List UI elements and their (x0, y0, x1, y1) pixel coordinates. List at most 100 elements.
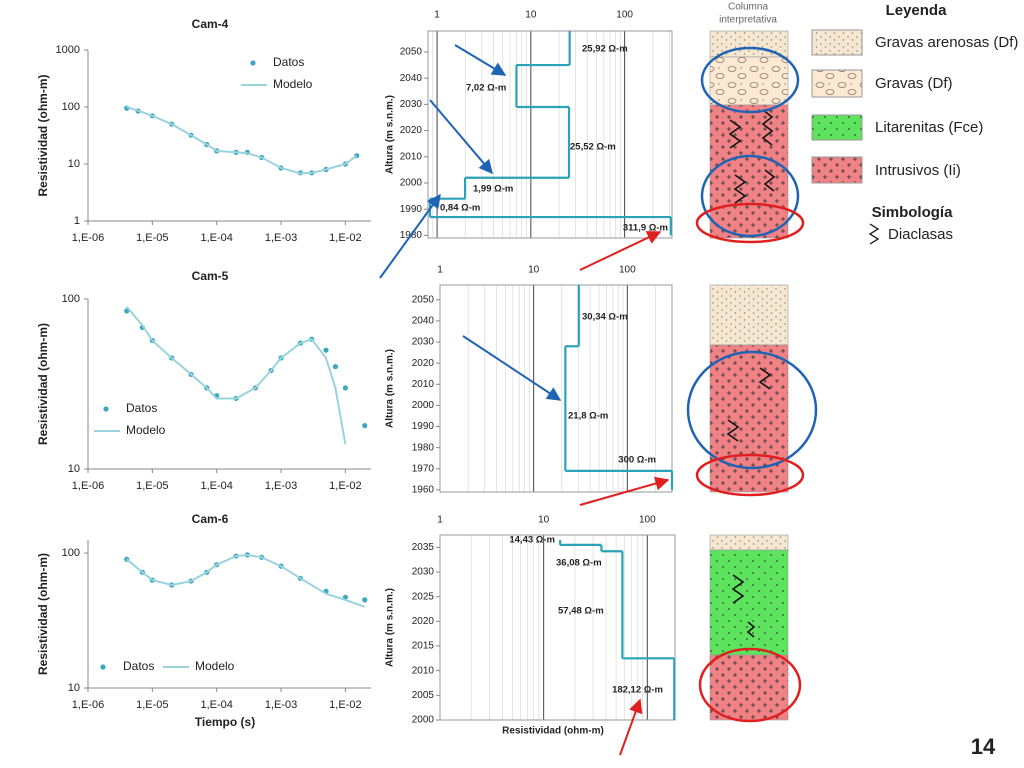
joint (726, 419, 740, 442)
legend-label: Datos (273, 55, 304, 69)
data-point (362, 597, 368, 603)
columns (709, 30, 789, 721)
ellipse (695, 202, 805, 244)
y-tick-label: 2050 (412, 294, 435, 305)
legend-label: Gravas (Df) (875, 75, 953, 92)
x-tick-label: 1,E-03 (265, 480, 297, 492)
y-tick-label: 2030 (400, 99, 423, 110)
highlights (686, 46, 818, 723)
legend-swatch (811, 114, 863, 141)
legend-title: Leyenda (886, 2, 948, 19)
joint (733, 174, 747, 204)
x-tick-label: 1,E-04 (200, 232, 232, 244)
y-tick-label: 100 (62, 547, 80, 559)
y-tick-label: 2040 (400, 73, 423, 84)
chart-title: Cam-4 (192, 17, 229, 31)
legend-swatch (811, 69, 863, 98)
value-label: 182,12 Ω-m (612, 685, 663, 696)
plot-frame (439, 284, 673, 493)
layer (709, 284, 789, 346)
page-number: 14 (971, 734, 996, 759)
data-point (342, 385, 348, 391)
arrow (619, 698, 643, 756)
legend-swatch (250, 60, 256, 66)
y-axis-label: Resistividad (ohm-m) (36, 74, 50, 196)
y-axis-label: Altura (m s.n.m.) (385, 349, 396, 428)
y-tick-label: 1960 (412, 485, 435, 496)
legend-label: Gravas arenosas (Df) (875, 34, 1018, 51)
column-title: Columna (728, 2, 768, 13)
value-label: 7,02 Ω-m (466, 83, 506, 94)
legend-label: Datos (123, 659, 154, 673)
data-point (332, 364, 339, 370)
joint (746, 621, 756, 638)
legend-label: Modelo (273, 77, 313, 91)
arrow (454, 44, 507, 76)
y-tick-label: 2000 (412, 715, 435, 726)
x-tick-label: 10 (528, 265, 540, 276)
value-label: 25,92 Ω-m (582, 44, 628, 55)
column-title: interpretativa (719, 15, 777, 26)
x-tick-label: 100 (639, 515, 656, 526)
value-label: 0,84 Ω-m (440, 203, 480, 214)
y-tick-label: 1990 (400, 204, 423, 215)
symbol-title: Simbología (872, 204, 953, 221)
y-tick-label: 2000 (412, 400, 435, 411)
value-label: 30,34 Ω-m (582, 312, 628, 323)
model-line (126, 106, 358, 175)
ellipse (700, 46, 800, 114)
value-label: 25,52 Ω-m (570, 142, 616, 153)
ellipse (698, 647, 802, 723)
arrow (379, 193, 441, 279)
x-tick-label: 1,E-02 (329, 699, 361, 711)
y-tick-label: 1000 (56, 44, 80, 56)
layer (709, 344, 789, 493)
layer (709, 534, 789, 551)
x-tick-label: 1,E-06 (72, 699, 104, 711)
x-tick-label: 1,E-02 (329, 480, 361, 492)
legend-label: Datos (126, 401, 157, 415)
legend-label: Modelo (126, 423, 166, 437)
y-tick-label: 2010 (412, 665, 435, 676)
layer (709, 56, 789, 106)
joint (763, 169, 776, 192)
legend-swatch (100, 664, 106, 670)
y-tick-label: 2000 (400, 178, 423, 189)
x-tick-label: 1 (434, 10, 440, 21)
y-tick-label: 2025 (412, 591, 435, 602)
y-tick-label: 100 (62, 293, 80, 305)
legend-label: Intrusivos (Ii) (875, 162, 961, 179)
joint (728, 119, 742, 149)
x-tick-label: 1,E-04 (200, 699, 232, 711)
y-tick-label: 1990 (412, 421, 435, 432)
data-point (323, 347, 329, 353)
x-tick-label: 1,E-06 (72, 232, 104, 244)
layer (709, 549, 789, 656)
legend-label: Litarenitas (Fce) (875, 119, 983, 136)
value-label: 21,8 Ω-m (568, 411, 608, 422)
value-label: 14,43 Ω-m (509, 535, 555, 546)
joint (758, 367, 772, 390)
data-point (362, 423, 368, 429)
y-tick-label: 2020 (412, 358, 435, 369)
layer (709, 104, 789, 239)
y-tick-label: 2050 (400, 47, 423, 58)
y-tick-label: 2010 (412, 379, 435, 390)
legend-swatch (811, 156, 863, 184)
y-tick-label: 2035 (412, 542, 435, 553)
x-tick-label: 100 (616, 10, 633, 21)
value-label: 300 Ω-m (618, 455, 656, 466)
layer (709, 654, 789, 721)
plot-frame (427, 30, 673, 239)
y-tick-label: 2030 (412, 337, 435, 348)
y-axis-label: Resistividad (ohm-m) (36, 323, 50, 445)
arrow (579, 476, 670, 506)
y-tick-label: 1970 (412, 463, 435, 474)
y-axis-label: Resistividad (ohm-m) (36, 553, 50, 675)
arrow (429, 99, 493, 175)
legend-label: Modelo (195, 659, 235, 673)
y-tick-label: 2040 (412, 316, 435, 327)
x-tick-label: 1 (437, 515, 443, 526)
ellipse (700, 154, 800, 238)
y-tick-label: 2010 (400, 151, 423, 162)
